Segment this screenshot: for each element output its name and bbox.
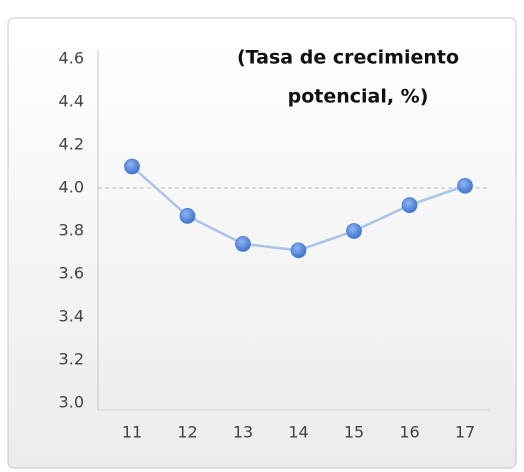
- point: [124, 158, 140, 175]
- panel: [7, 17, 517, 469]
- y-tick-label: 3.8: [59, 221, 84, 240]
- point: [290, 242, 307, 259]
- point: [401, 197, 418, 214]
- y-tick-label: 3.2: [59, 350, 84, 369]
- point: [235, 235, 251, 252]
- x-tick-label: 12: [177, 423, 197, 442]
- x-tick-label: 16: [399, 423, 419, 442]
- y-tick-label: 3.0: [59, 393, 84, 412]
- point: [179, 208, 196, 224]
- y-tick-label: 3.6: [59, 264, 84, 283]
- x-tick-label: 15: [344, 423, 364, 442]
- point: [457, 177, 473, 194]
- point: [346, 223, 362, 239]
- x-tick-label: 14: [288, 423, 308, 442]
- chart-title: potencial, %): [288, 86, 429, 108]
- y-tick-label: 3.4: [59, 307, 84, 326]
- y-tick-label: 4.0: [59, 178, 84, 197]
- y-tick-label: 4.4: [59, 92, 84, 111]
- x-tick-label: 13: [233, 423, 253, 442]
- x-tick-label: 17: [455, 423, 475, 442]
- x-tick-label: 11: [122, 423, 142, 442]
- y-tick-label: 4.6: [59, 49, 84, 68]
- y-tick-label: 4.2: [59, 135, 84, 154]
- chart-title: (Tasa de crecimiento: [237, 47, 459, 69]
